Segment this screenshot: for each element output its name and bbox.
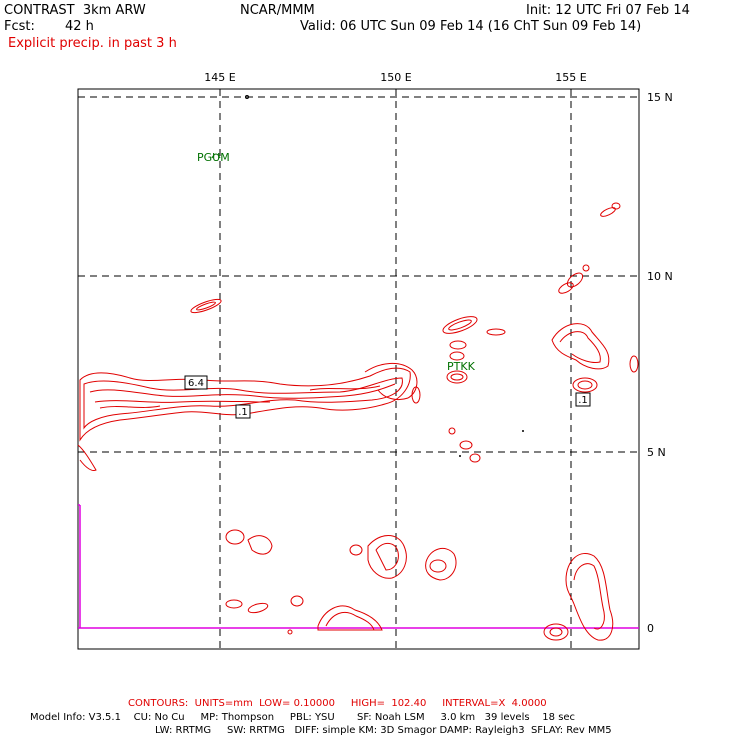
precip-cell	[89, 383, 396, 403]
value-label-box: 6.4	[184, 375, 208, 390]
field-title: Explicit precip. in past 3 h	[8, 36, 177, 51]
precip-cell	[629, 355, 639, 373]
value-label: .1	[578, 395, 588, 406]
precip-cell	[77, 444, 97, 471]
precip-cell	[459, 440, 473, 450]
precip-cell	[566, 272, 584, 288]
precip-cell	[582, 264, 590, 272]
precip-cell	[349, 544, 363, 556]
precip-cell	[442, 316, 478, 334]
init-time: Init: 12 UTC Fri 07 Feb 14	[526, 3, 690, 18]
precip-cell	[577, 380, 593, 390]
lon-label: 145 E	[204, 71, 235, 84]
lat-label: 5 N	[647, 446, 666, 459]
value-label: .1	[238, 407, 248, 418]
precip-cell	[573, 563, 605, 630]
precip-contours	[77, 202, 639, 641]
station-label-pgum: PGUM	[197, 151, 230, 164]
island-marker	[245, 95, 249, 99]
contour-info: CONTOURS: UNITS=mm LOW= 0.10000 HIGH= 10…	[128, 698, 547, 709]
model-info-line1: Model Info: V3.5.1 CU: No Cu MP: Thompso…	[30, 712, 576, 723]
precip-cell	[317, 605, 383, 631]
precip-cell	[611, 202, 621, 210]
lat-label: 15 N	[647, 91, 673, 104]
precip-cell	[367, 535, 407, 579]
model-title: CONTRAST 3km ARW	[4, 3, 146, 18]
precip-cell	[565, 553, 614, 641]
precip-cell	[247, 602, 269, 614]
precip-cell	[558, 282, 574, 294]
precip-cell	[551, 323, 610, 370]
precip-cell	[99, 385, 381, 409]
precip-cell	[287, 629, 293, 635]
precip-cell	[486, 328, 506, 336]
forecast-hour: 42 h	[65, 19, 94, 34]
graticule	[78, 89, 639, 649]
valid-time: Valid: 06 UTC Sun 09 Feb 14 (16 ChT Sun …	[300, 19, 642, 34]
model-info-line2: LW: RRTMG SW: RRTMG DIFF: simple KM: 3D …	[155, 725, 612, 736]
lon-label: 150 E	[380, 71, 411, 84]
precip-cell	[290, 595, 304, 607]
station-label-ptkk: PTKK	[447, 360, 476, 373]
precip-cell	[449, 340, 467, 350]
precip-cell	[448, 427, 456, 435]
precip-cell	[247, 535, 273, 555]
precip-cell	[325, 611, 375, 631]
lon-label: 155 E	[555, 71, 586, 84]
island-marker	[459, 455, 461, 457]
lat-label: 10 N	[647, 270, 673, 283]
precip-cell	[448, 319, 472, 331]
org-label: NCAR/MMM	[240, 3, 315, 18]
value-label-box: .1	[575, 392, 591, 407]
precip-cell	[225, 529, 245, 545]
precip-cell	[450, 373, 464, 381]
value-label: 6.4	[188, 378, 204, 389]
precip-cell	[559, 331, 601, 363]
precip-cell	[469, 453, 481, 463]
precip-cell	[449, 351, 465, 361]
lat-label: 0	[647, 622, 654, 635]
forecast-label: Fcst:	[4, 19, 35, 34]
precip-cell	[543, 623, 569, 641]
precip-cell	[446, 370, 468, 384]
station-marker	[211, 153, 221, 159]
map-frame	[77, 88, 640, 650]
precip-cell	[364, 363, 418, 401]
precip-cell	[83, 377, 403, 430]
precip-cell	[225, 599, 243, 609]
precip-cell	[572, 377, 598, 393]
precip-cell	[425, 547, 457, 581]
precip-cell	[196, 301, 216, 311]
precip-cell	[411, 386, 421, 404]
precip-cell	[429, 559, 447, 573]
precip-cell	[600, 207, 616, 217]
island-marker	[522, 430, 524, 432]
precip-cell	[549, 627, 563, 637]
precip-cell	[190, 298, 222, 314]
value-label-box: .1	[235, 404, 251, 419]
precip-cell	[375, 543, 399, 571]
